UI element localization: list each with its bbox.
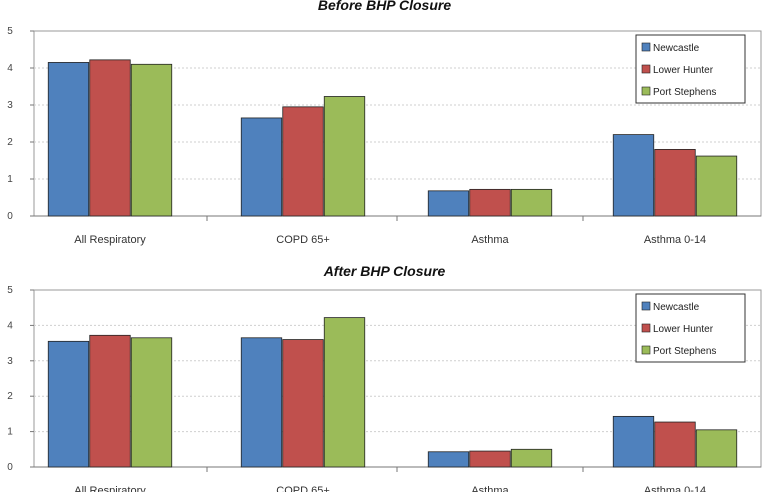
bar <box>427 190 470 217</box>
y-tick-label: 3 <box>7 356 13 367</box>
bar <box>323 317 366 468</box>
x-tick-label: Asthma 0-14 <box>644 234 706 246</box>
bar <box>510 448 553 468</box>
x-tick-label: All Respiratory <box>74 234 146 246</box>
chart-after: 0 1 2 3 4 5 All Respiratory COPD 65+ Asthma Asthm… <box>7 285 762 492</box>
legend-swatch <box>641 42 651 52</box>
x-tick-label: COPD 65+ <box>276 485 330 492</box>
legend: Newcastle Lower Hunter Port Stephens <box>635 34 746 104</box>
bar <box>510 188 553 217</box>
y-tick-label: 0 <box>7 462 13 473</box>
bar <box>612 134 655 217</box>
bar <box>427 451 470 468</box>
y-tick-label: 5 <box>7 26 13 37</box>
bar <box>130 337 173 468</box>
y-tick-label: 2 <box>7 137 13 148</box>
bar <box>282 339 324 468</box>
bar <box>469 450 511 468</box>
bar <box>654 421 696 468</box>
bar <box>240 337 283 468</box>
legend-label: Newcastle <box>653 43 700 54</box>
legend-swatch <box>641 86 651 96</box>
bar <box>695 429 738 468</box>
y-tick-label: 4 <box>7 63 13 74</box>
y-tick-label: 1 <box>7 427 13 438</box>
legend-swatch <box>641 323 651 333</box>
legend-box <box>635 293 746 363</box>
bar <box>469 188 511 217</box>
bar <box>612 415 655 468</box>
bar <box>47 340 90 468</box>
legend-swatch <box>641 64 651 74</box>
legend-label: Newcastle <box>653 302 700 313</box>
legend-swatch <box>641 345 651 355</box>
bar <box>695 155 738 217</box>
x-tick-label: Asthma <box>471 485 509 492</box>
x-tick-label: COPD 65+ <box>276 234 330 246</box>
chart-title-before: Before BHP Closure <box>317 0 452 13</box>
chart-title-after: After BHP Closure <box>323 263 446 279</box>
y-tick-label: 3 <box>7 100 13 111</box>
bar <box>89 334 131 468</box>
legend-box <box>635 34 746 104</box>
y-tick-label: 4 <box>7 320 13 331</box>
bar <box>89 59 131 217</box>
legend-label: Lower Hunter <box>653 324 714 335</box>
bar <box>323 96 366 217</box>
legend-label: Port Stephens <box>653 87 716 98</box>
bar <box>282 106 324 217</box>
legend-label: Port Stephens <box>653 346 716 357</box>
x-tick-label: Asthma 0-14 <box>644 485 706 492</box>
bar <box>654 148 696 217</box>
bar <box>130 63 173 217</box>
bar <box>47 62 90 217</box>
legend-label: Lower Hunter <box>653 65 714 76</box>
bar <box>240 117 283 217</box>
chart-before: 0 1 2 3 4 5 All Respiratory COPD 65+ Asthma Asthm… <box>7 26 762 246</box>
y-tick-label: 2 <box>7 391 13 402</box>
x-tick-label: Asthma <box>471 234 509 246</box>
legend-swatch <box>641 301 651 311</box>
y-tick-label: 5 <box>7 285 13 296</box>
y-tick-label: 1 <box>7 174 13 185</box>
x-tick-label: All Respiratory <box>74 485 146 492</box>
legend: Newcastle Lower Hunter Port Stephens <box>635 293 746 363</box>
y-tick-label: 0 <box>7 211 13 222</box>
